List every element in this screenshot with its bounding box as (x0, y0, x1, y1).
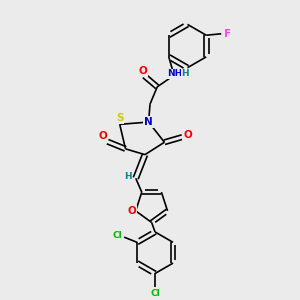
Text: H: H (124, 172, 131, 182)
Text: Cl: Cl (113, 232, 123, 241)
Text: O: O (128, 206, 136, 216)
Text: Cl: Cl (150, 289, 160, 298)
Text: F: F (224, 29, 231, 39)
Text: H: H (182, 69, 189, 78)
Text: S: S (116, 113, 124, 123)
Text: N: N (144, 117, 153, 127)
Text: O: O (183, 130, 192, 140)
Text: O: O (138, 66, 147, 76)
Text: NH: NH (167, 69, 182, 78)
Text: O: O (98, 131, 107, 142)
